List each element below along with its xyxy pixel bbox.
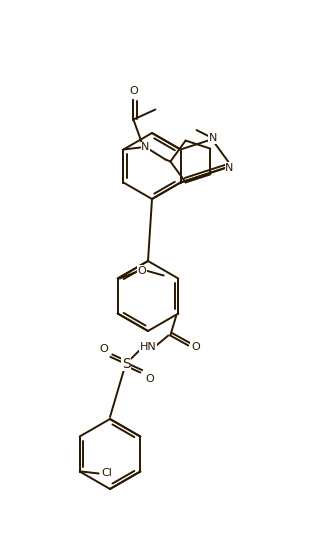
Text: Cl: Cl (101, 468, 112, 479)
Text: S: S (122, 356, 131, 370)
Text: N: N (209, 133, 217, 143)
Text: O: O (129, 86, 138, 96)
Text: O: O (99, 344, 108, 354)
Text: O: O (145, 374, 154, 383)
Text: HN: HN (140, 343, 157, 353)
Text: O: O (137, 265, 146, 276)
Text: N: N (225, 163, 234, 173)
Text: O: O (191, 343, 200, 353)
Text: N: N (141, 143, 149, 153)
